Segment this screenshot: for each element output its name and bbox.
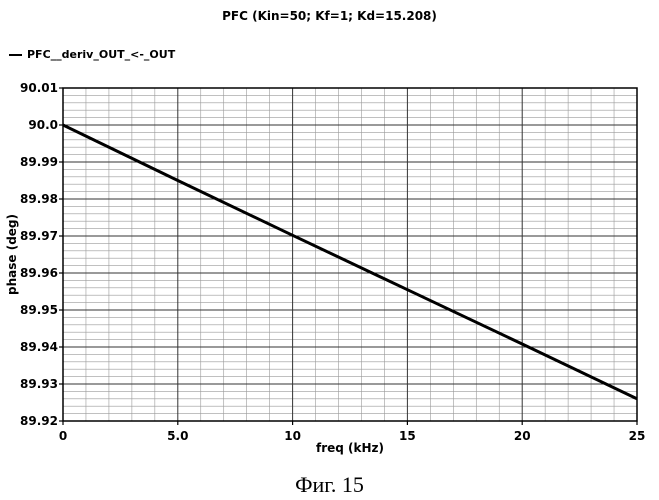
y-tick-label: 89.95	[20, 303, 58, 317]
x-tick-label: 25	[629, 429, 646, 443]
y-tick-label: 89.92	[20, 414, 58, 428]
x-axis-label: freq (kHz)	[316, 441, 384, 455]
y-tick-label: 90.01	[20, 81, 58, 95]
plot-frame	[63, 88, 637, 421]
x-tick-label: 20	[514, 429, 531, 443]
y-tick-label: 90.0	[28, 118, 58, 132]
y-tick-label: 89.93	[20, 377, 58, 391]
y-tick-label: 89.99	[20, 155, 58, 169]
y-axis-label: phase (deg)	[5, 214, 19, 295]
figure-caption: Фиг. 15	[0, 472, 659, 498]
x-tick-label: 5.0	[167, 429, 188, 443]
y-tick-label: 89.98	[20, 192, 58, 206]
x-tick-label: 10	[284, 429, 301, 443]
x-tick-label: 0	[59, 429, 67, 443]
plot-area: 0 5.0 10 15 20 25 90.01 90.0 89.99 89.98 89.97 89.9…	[0, 0, 659, 470]
y-tick-label: 89.97	[20, 229, 58, 243]
y-tick-label: 89.94	[20, 340, 58, 354]
series-line-0	[63, 125, 637, 399]
y-tick-label: 89.96	[20, 266, 58, 280]
x-tick-label: 15	[399, 429, 416, 443]
